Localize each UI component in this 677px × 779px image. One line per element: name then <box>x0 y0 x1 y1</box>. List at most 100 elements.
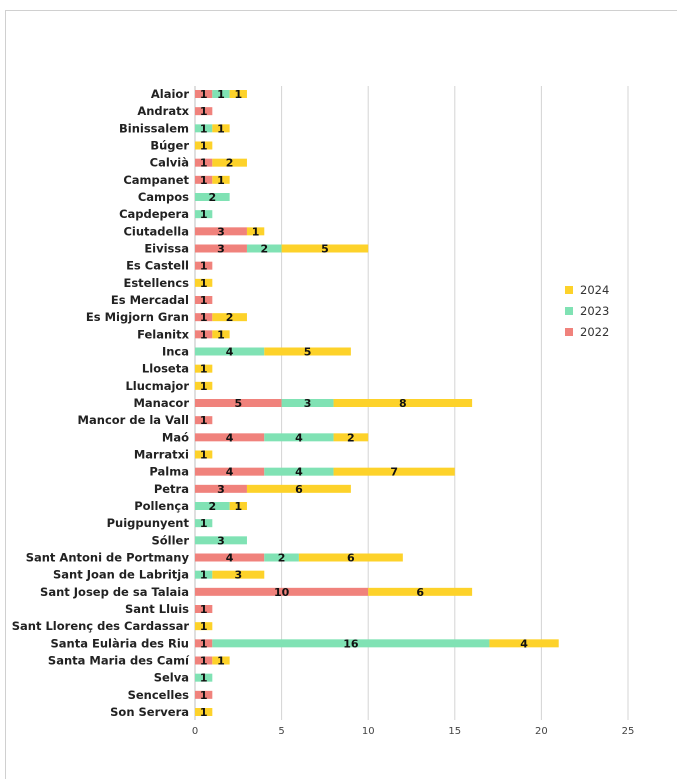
bar-segment-2022 <box>195 107 213 116</box>
category-label: Es Mercadal <box>111 293 189 307</box>
data-label: 1 <box>217 174 225 187</box>
category-label: Búger <box>150 139 189 153</box>
data-label: 5 <box>304 346 312 359</box>
data-label: 3 <box>217 243 225 256</box>
bar-segment-2023 <box>281 399 334 407</box>
data-label: 1 <box>217 122 225 135</box>
bar-segment-2023 <box>246 244 282 253</box>
bar-segment-2024 <box>195 450 213 459</box>
data-label: 1 <box>200 277 208 290</box>
bar-segment-2022 <box>195 467 265 476</box>
category-label: Pollença <box>134 499 189 513</box>
category-labels: Alaior Andratx Binissalem Búger Calvià Campan… <box>12 87 190 719</box>
data-label: 1 <box>200 157 208 170</box>
data-label: 1 <box>200 140 208 153</box>
bar-segment-2024 <box>264 347 351 356</box>
bar-segment-2023 <box>264 467 334 476</box>
data-label: 16 <box>343 637 359 650</box>
bar-segment-2024 <box>212 175 230 184</box>
bar-segment-2022 <box>195 158 213 167</box>
category-label: Sant Lluis <box>125 602 189 616</box>
data-label: 2 <box>208 500 216 513</box>
data-label: 6 <box>416 586 424 599</box>
data-label: 1 <box>200 414 208 427</box>
x-tick-label: 15 <box>448 726 461 737</box>
data-label: 2 <box>347 431 355 444</box>
category-label: Selva <box>154 671 189 685</box>
bar-segment-2024 <box>246 484 351 493</box>
data-label: 2 <box>226 157 234 170</box>
data-label: 1 <box>200 569 208 582</box>
bar-segment-2024 <box>212 158 247 167</box>
legend: 2024 2023 2022 <box>565 283 609 339</box>
bar-segment-2023 <box>195 193 230 201</box>
x-tick-label: 10 <box>362 726 375 737</box>
data-label: 1 <box>200 449 208 462</box>
bar-segment-2023 <box>195 570 213 579</box>
category-label: Capdepera <box>119 207 189 221</box>
bar-segment-2022 <box>195 416 213 425</box>
data-label: 4 <box>226 466 234 479</box>
category-label: Sencelles <box>128 688 190 702</box>
bar-segment-2023 <box>264 553 299 562</box>
bar-segment-2024 <box>195 381 213 390</box>
data-label: 1 <box>200 88 208 101</box>
data-label: 1 <box>200 706 208 719</box>
data-label: 1 <box>200 294 208 307</box>
data-label: 1 <box>200 689 208 702</box>
category-label: Son Servera <box>110 705 189 719</box>
legend-label: 2022 <box>580 325 609 339</box>
bar-segment-2024 <box>212 570 265 579</box>
data-label: 1 <box>200 328 208 341</box>
bar-segment-2024 <box>281 244 369 253</box>
bar-segment-2022 <box>195 330 213 339</box>
bar-segment-2024 <box>212 124 230 133</box>
bar-segment-2024 <box>229 502 247 510</box>
bar-segment-2023 <box>195 347 265 356</box>
category-label: Estellencs <box>123 276 189 290</box>
legend-label: 2024 <box>580 283 609 297</box>
category-label: Sóller <box>151 533 189 547</box>
bar-segment-2022 <box>195 313 213 322</box>
bar-segment-2024 <box>212 656 230 665</box>
bar-segment-2022 <box>195 244 247 253</box>
x-tick-label: 25 <box>622 726 635 737</box>
bar-segment-2022 <box>195 433 265 442</box>
data-label: 10 <box>274 586 290 599</box>
bar-segment-2024 <box>489 639 559 648</box>
data-label: 2 <box>208 191 216 204</box>
data-label: 1 <box>252 225 260 238</box>
data-label: 1 <box>200 380 208 393</box>
data-label: 1 <box>200 122 208 135</box>
bar-segment-2023 <box>195 124 213 133</box>
bar-segment-2024 <box>333 467 455 476</box>
bar-segment-2024 <box>212 330 230 339</box>
bar-segment-2024 <box>195 141 213 150</box>
bar-segment-2024 <box>333 433 369 442</box>
bar-segment-2024 <box>195 708 213 716</box>
category-label: Felanitx <box>137 327 190 341</box>
data-label: 1 <box>200 311 208 324</box>
data-label: 4 <box>226 431 234 444</box>
category-label: Marratxi <box>134 448 189 462</box>
category-label: Maó <box>162 430 189 444</box>
data-label: 2 <box>278 552 286 565</box>
bar-segment-2024 <box>368 587 473 596</box>
category-label: Alaior <box>151 87 189 101</box>
bar-segment-2022 <box>195 553 265 562</box>
data-label: 8 <box>399 397 407 410</box>
legend-label: 2023 <box>580 304 609 318</box>
data-label: 1 <box>200 637 208 650</box>
data-label: 3 <box>217 225 225 238</box>
data-label: 1 <box>234 88 242 101</box>
category-label: Llucmajor <box>125 379 189 393</box>
data-label: 5 <box>234 397 242 410</box>
bar-segment-2023 <box>195 210 213 219</box>
data-label: 1 <box>217 88 225 101</box>
data-label: 4 <box>226 346 234 359</box>
data-label: 2 <box>260 243 268 256</box>
category-label: Puigpunyent <box>107 516 190 530</box>
legend-swatch-2022 <box>565 328 573 336</box>
data-label: 1 <box>200 105 208 118</box>
bar-segment-2022 <box>195 261 213 270</box>
